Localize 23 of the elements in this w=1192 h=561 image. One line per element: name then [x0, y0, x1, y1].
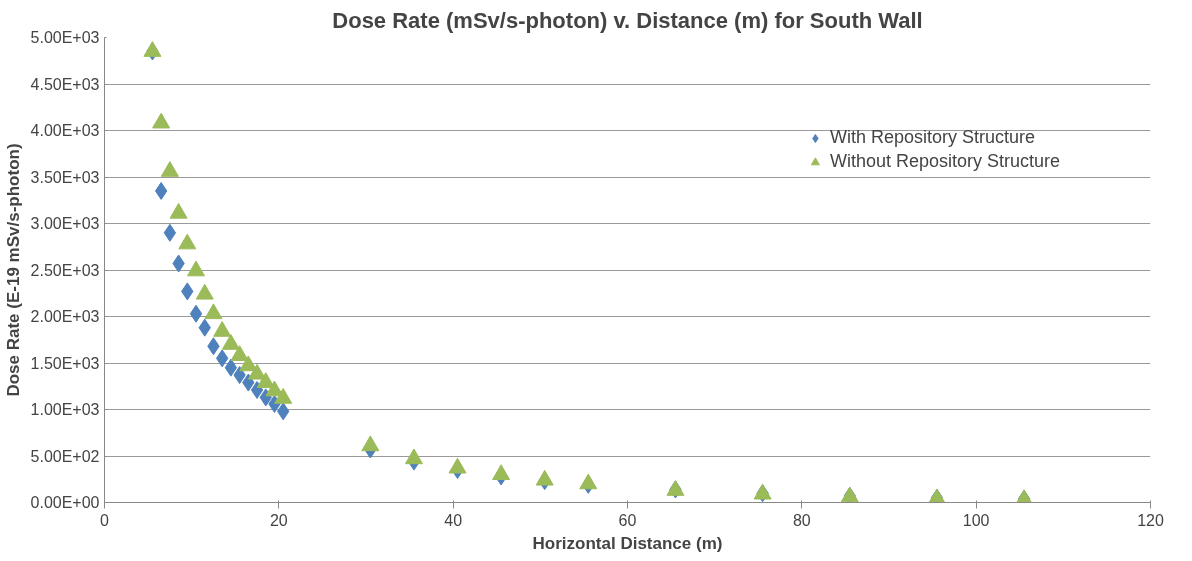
- legend-label: Without Repository Structure: [829, 151, 1060, 172]
- chart-title: Dose Rate (mSv/s-photon) v. Distance (m) for South Wall: [332, 7, 923, 33]
- y-tick-label: 4.50E+03: [30, 75, 100, 93]
- y-tick-label: 0.00E+00: [30, 494, 100, 511]
- y-tick-label: 5.00E+02: [30, 447, 100, 465]
- legend-label: With Repository Structure: [829, 127, 1035, 148]
- y-axis-title: Dose Rate (E-19 mSv/s-photon): [3, 143, 23, 397]
- x-tick-label: 100: [962, 511, 990, 529]
- x-tick-label: 80: [792, 511, 811, 529]
- y-tick-label: 1.00E+03: [30, 401, 100, 418]
- x-tick-label: 40: [444, 511, 463, 529]
- y-tick-label: 2.00E+03: [30, 308, 100, 325]
- y-tick-label: 3.50E+03: [30, 168, 100, 186]
- x-tick-label: 0: [100, 511, 110, 529]
- x-tick-label: 60: [618, 511, 637, 529]
- x-axis-title: Horizontal Distance (m): [532, 533, 723, 553]
- y-tick-label: 5.00E+03: [30, 29, 100, 46]
- y-tick-label: 1.50E+03: [30, 354, 100, 372]
- x-tick-label: 120: [1137, 511, 1164, 529]
- y-tick-label: 3.00E+03: [30, 215, 100, 232]
- x-tick-label: 20: [269, 511, 288, 529]
- y-tick-label: 4.00E+03: [30, 122, 100, 139]
- y-tick-label: 2.50E+03: [30, 261, 100, 279]
